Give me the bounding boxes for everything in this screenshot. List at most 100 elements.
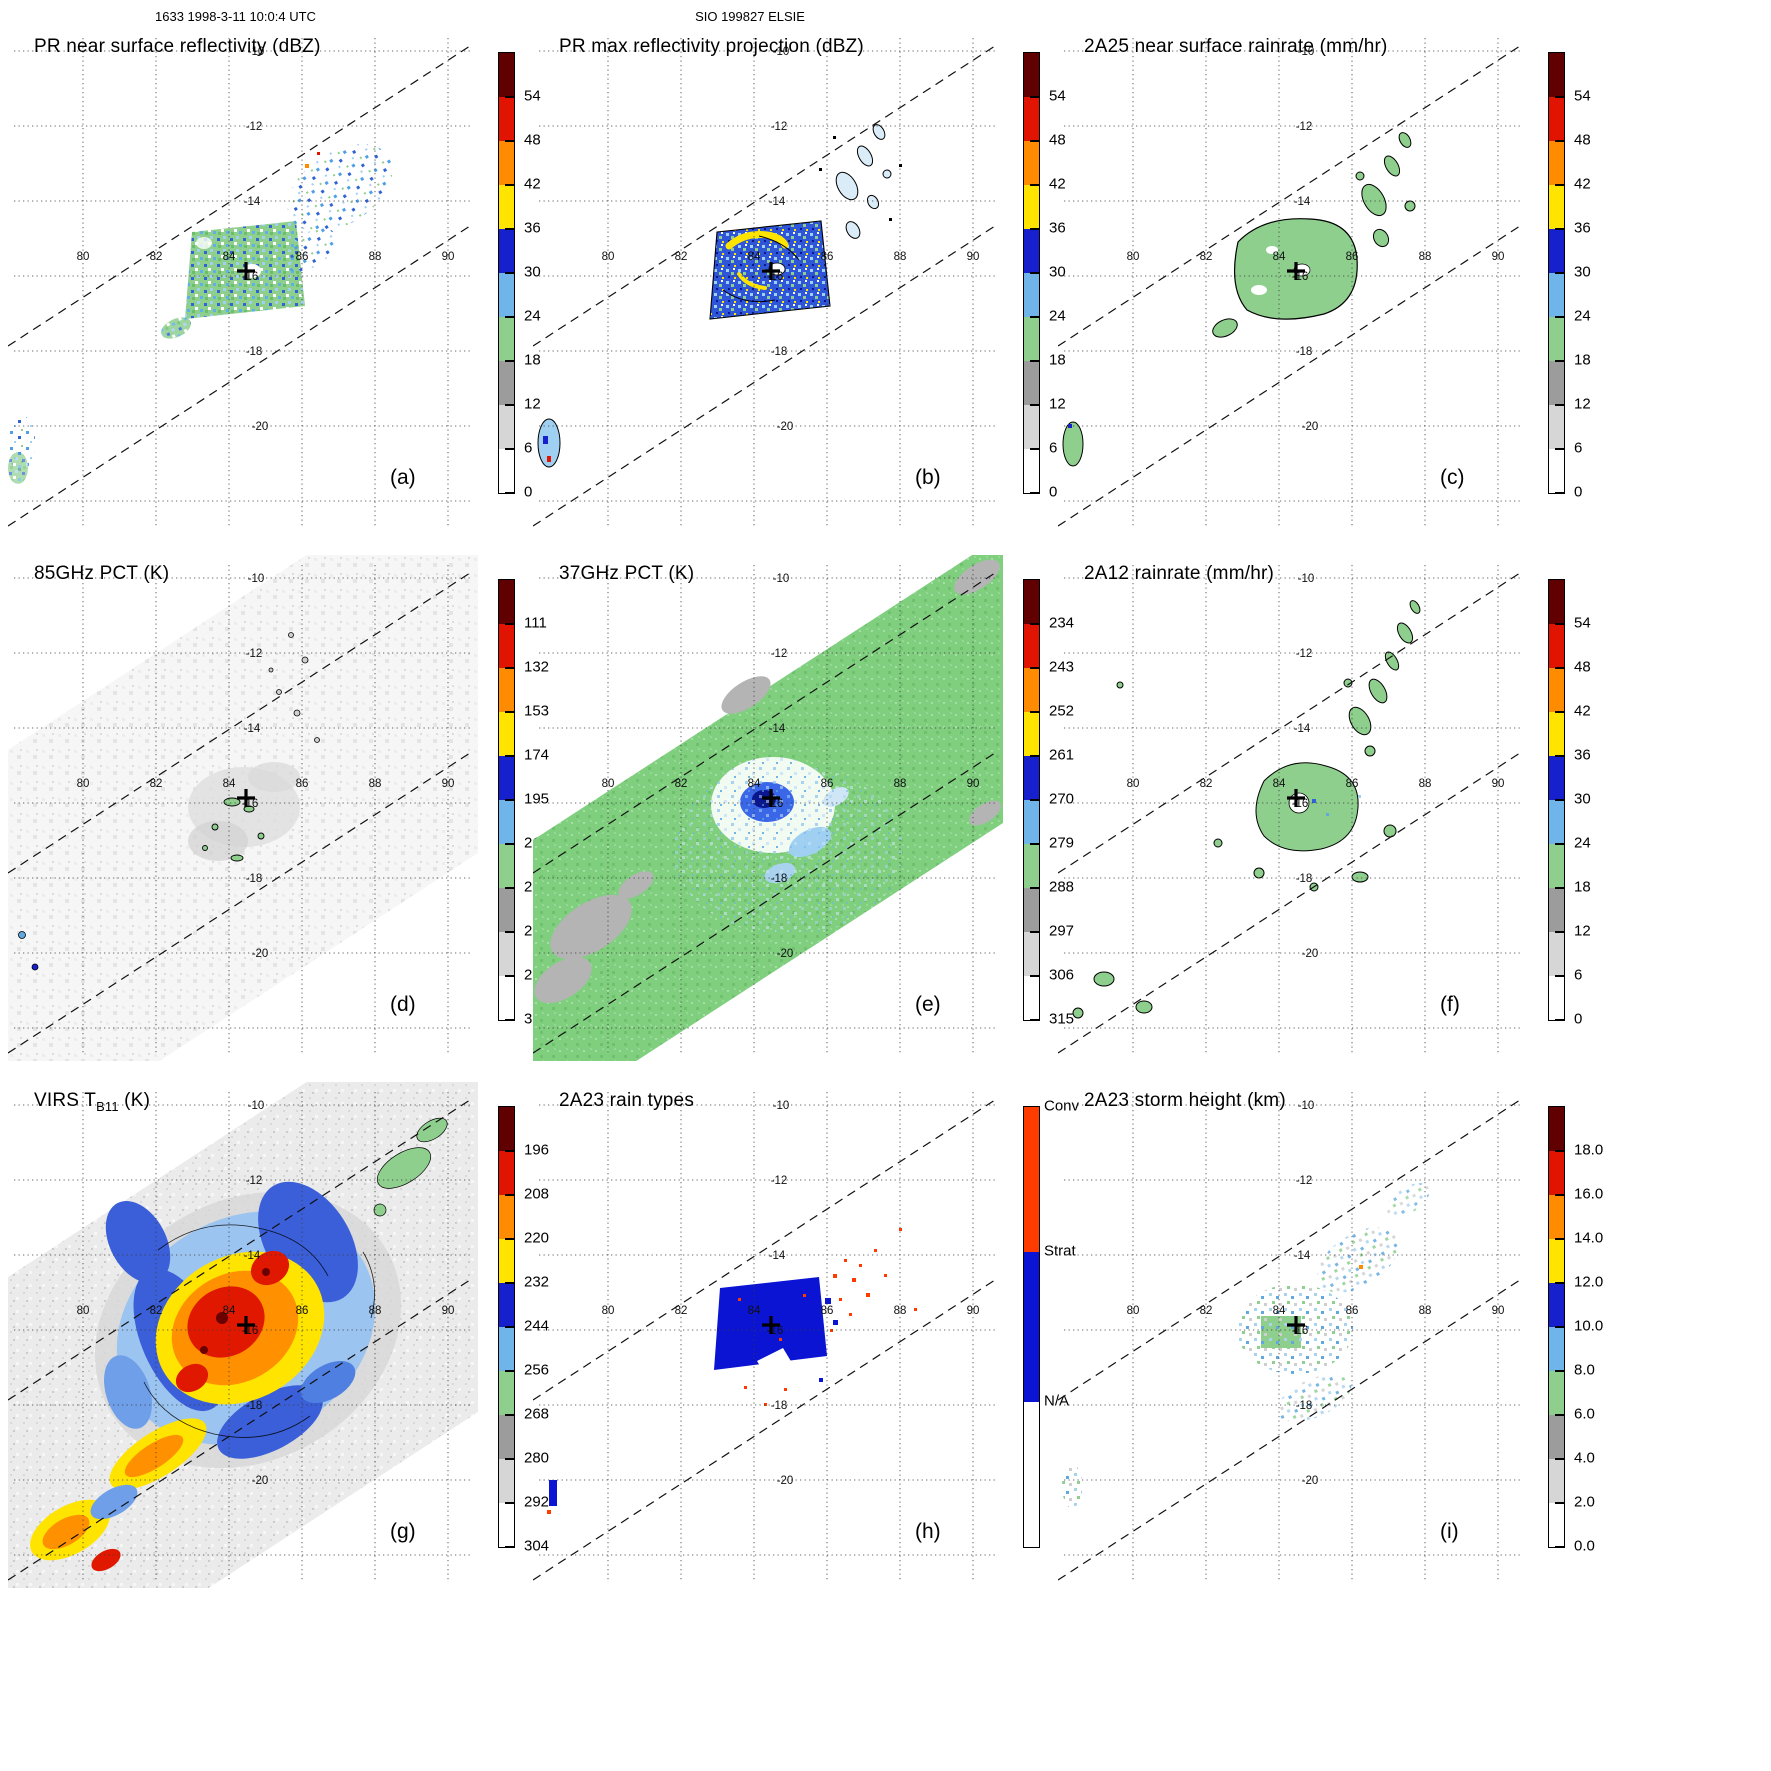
colorbar-segment bbox=[1024, 800, 1039, 844]
colorbar-tick-label: 30 bbox=[524, 263, 541, 281]
colorbar-tick-label: 4.0 bbox=[1574, 1449, 1595, 1467]
colorbar-tick-label: 24 bbox=[1574, 307, 1591, 325]
colorbar-segment bbox=[1549, 405, 1564, 449]
panel-h-letter: (h) bbox=[915, 1520, 941, 1543]
panel-h-title: 2A23 rain types bbox=[559, 1090, 695, 1111]
panel-h-map bbox=[533, 1091, 998, 1583]
panel-e: 37GHz PCT (K) (e) 234 243 252 261 270 279 288 2… bbox=[525, 553, 1074, 1080]
colorbar bbox=[1548, 52, 1565, 494]
panel-a: PR near surface reflectivity (dBZ) (a) 5… bbox=[0, 26, 541, 553]
colorbar-segment bbox=[1549, 1151, 1564, 1195]
panel-h-colorbar: Conv Strat N/A bbox=[1023, 1098, 1093, 1558]
colorbar-segment bbox=[1549, 449, 1564, 493]
colorbar-tick bbox=[505, 1150, 514, 1152]
colorbar-tick bbox=[505, 140, 514, 142]
colorbar-segment bbox=[1549, 1415, 1564, 1459]
colorbar-segment bbox=[499, 1151, 514, 1195]
colorbar-tick bbox=[1555, 711, 1564, 713]
colorbar-tick-label: 30 bbox=[1049, 263, 1066, 281]
panel-g-map bbox=[8, 1082, 478, 1588]
colorbar-tick-label: 12 bbox=[1574, 395, 1591, 413]
colorbar-tick bbox=[505, 1019, 514, 1020]
colorbar-tick bbox=[505, 272, 514, 274]
panel-i: 2A23 storm height (km) (i) 18.0 16.0 14.0 1… bbox=[1050, 1080, 1603, 1607]
storm-center-marker bbox=[762, 1316, 780, 1334]
colorbar-segment bbox=[1549, 624, 1564, 668]
panel-b-colorbar: 54 48 42 36 30 24 18 12 6 0 bbox=[1023, 52, 1093, 504]
colorbar bbox=[498, 579, 515, 1021]
colorbar-segment bbox=[499, 624, 514, 668]
colorbar-segment bbox=[1549, 53, 1564, 97]
panel-g-title-pre: VIRS T bbox=[34, 1090, 97, 1111]
colorbar-tick-label: 244 bbox=[524, 1317, 550, 1335]
colorbar-segment bbox=[1549, 1239, 1564, 1283]
panel-e-letter: (e) bbox=[915, 993, 941, 1016]
colorbar-tick bbox=[1555, 887, 1564, 889]
colorbar-segment bbox=[499, 1327, 514, 1371]
colorbar-segment bbox=[1024, 449, 1039, 493]
colorbar-tick bbox=[1030, 931, 1039, 933]
colorbar-tick bbox=[505, 1282, 514, 1284]
colorbar-tick bbox=[505, 184, 514, 186]
colorbar-tick bbox=[1555, 492, 1564, 493]
colorbar-tick bbox=[1555, 1458, 1564, 1460]
colorbar-segment bbox=[1549, 1283, 1564, 1327]
colorbar bbox=[498, 1106, 515, 1548]
colorbar-segment bbox=[1549, 141, 1564, 185]
panel-c-title: 2A25 near surface rainrate (mm/hr) bbox=[1084, 36, 1388, 57]
colorbar-tick-label: Conv bbox=[1044, 1097, 1080, 1115]
storm-center-marker bbox=[762, 789, 780, 807]
colorbar-segment bbox=[1024, 97, 1039, 141]
colorbar-tick-label: 42 bbox=[524, 175, 541, 193]
panel-c: 2A25 near surface rainrate (mm/hr) (c) 5… bbox=[1050, 26, 1591, 553]
colorbar-tick bbox=[505, 1194, 514, 1196]
colorbar-segment bbox=[1024, 624, 1039, 668]
panel-g-title-post: (K) bbox=[118, 1090, 151, 1111]
storm-id: SIO 199827 ELSIE bbox=[695, 9, 805, 24]
colorbar-segment bbox=[1024, 712, 1039, 756]
convective-pixels bbox=[547, 1228, 917, 1514]
colorbar-tick-label: 2.0 bbox=[1574, 1493, 1595, 1511]
colorbar-tick-label: 0 bbox=[524, 483, 533, 501]
colorbar-tick bbox=[1030, 799, 1039, 801]
panel-g-letter: (g) bbox=[390, 1520, 416, 1543]
colorbar-tick bbox=[505, 975, 514, 977]
colorbar-segment bbox=[499, 932, 514, 976]
colorbar-segment bbox=[499, 888, 514, 932]
colorbar-segment bbox=[1024, 185, 1039, 229]
colorbar-tick-label: 252 bbox=[1049, 702, 1075, 720]
colorbar-segment bbox=[1549, 97, 1564, 141]
colorbar-tick bbox=[1030, 492, 1039, 493]
colorbar-tick bbox=[1030, 404, 1039, 406]
storm-center-marker bbox=[1287, 1316, 1305, 1334]
colorbar-tick-label: 292 bbox=[524, 1493, 550, 1511]
colorbar-segment bbox=[499, 800, 514, 844]
colorbar-tick bbox=[1555, 1238, 1564, 1240]
warm-cloud-green bbox=[373, 1117, 448, 1217]
panel-f-colorbar: 54 48 42 36 30 24 18 12 6 0 bbox=[1548, 579, 1618, 1031]
pr-maxref-field bbox=[537, 124, 902, 468]
panel-a-colorbar: 54 48 42 36 30 24 18 12 6 0 bbox=[498, 52, 568, 504]
colorbar-tick bbox=[1555, 1546, 1564, 1547]
colorbar-tick-label: 243 bbox=[1049, 658, 1075, 676]
panel-i-letter: (i) bbox=[1440, 1520, 1459, 1543]
panel-a-letter: (a) bbox=[390, 466, 416, 489]
colorbar-tick-label: 18 bbox=[1574, 351, 1591, 369]
colorbar-tick-label: 268 bbox=[524, 1405, 550, 1423]
panel-d-map bbox=[8, 555, 478, 1061]
colorbar-segment bbox=[1549, 1503, 1564, 1547]
colorbar-tick bbox=[1555, 1282, 1564, 1284]
colorbar-tick-label: 6 bbox=[1049, 439, 1058, 457]
colorbar-tick-label: 0 bbox=[1574, 1010, 1583, 1028]
colorbar-segment bbox=[1024, 53, 1039, 97]
colorbar bbox=[498, 52, 515, 494]
colorbar-segment bbox=[1549, 580, 1564, 624]
colorbar-tick-label: 36 bbox=[524, 219, 541, 237]
colorbar-segment bbox=[499, 1195, 514, 1239]
colorbar-tick-label: 54 bbox=[1574, 87, 1591, 105]
colorbar-tick-label: 30 bbox=[1574, 790, 1591, 808]
colorbar-tick-label: 12 bbox=[1049, 395, 1066, 413]
panel-g: VIRS TB11 (K) (g) 196 208 220 232 244 256 268 2… bbox=[0, 1080, 549, 1607]
colorbar-tick-label: 48 bbox=[524, 131, 541, 149]
panel-i-title: 2A23 storm height (km) bbox=[1084, 1090, 1286, 1111]
